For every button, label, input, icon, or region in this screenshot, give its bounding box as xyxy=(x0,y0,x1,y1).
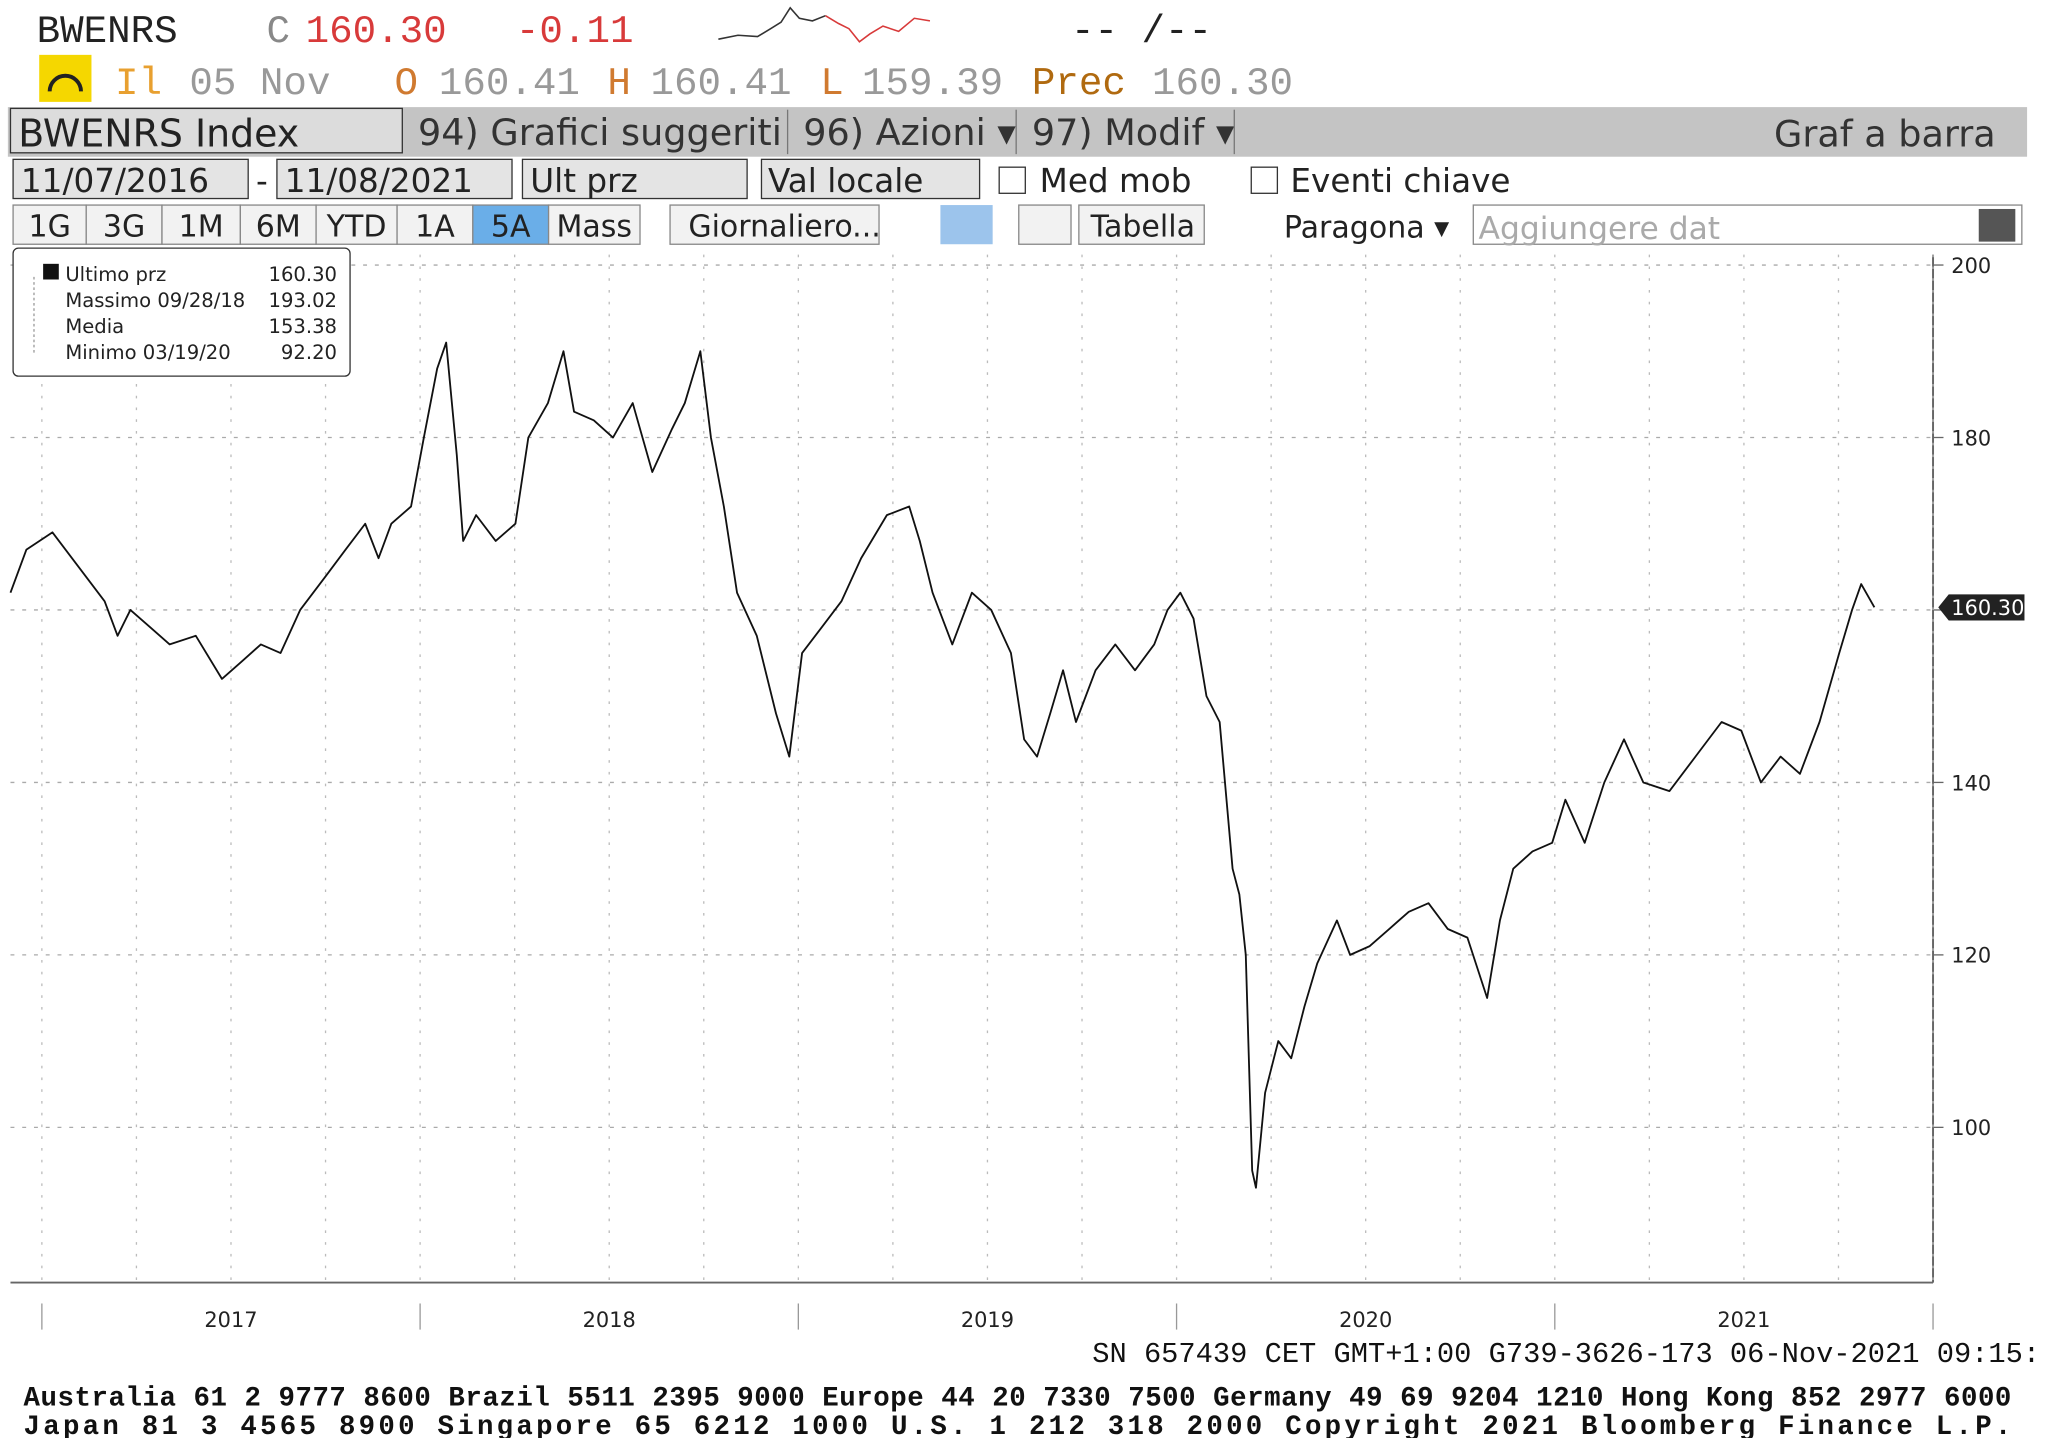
toggle-button[interactable] xyxy=(940,205,993,245)
period-button[interactable] xyxy=(472,204,550,245)
legend-value: 193.02 xyxy=(268,289,337,312)
prev: 160.30 xyxy=(1152,61,1293,106)
suggested-button[interactable]: 94) Grafici suggeriti xyxy=(418,111,782,154)
legend-value: 153.38 xyxy=(268,315,337,338)
low: 159.39 xyxy=(862,61,1003,106)
gauge-arc xyxy=(47,73,83,92)
actions-button[interactable]: 96) Azioni ▾ xyxy=(803,111,1016,154)
security-box[interactable] xyxy=(9,107,403,154)
chart-kind[interactable]: Graf a barra xyxy=(1774,112,1996,155)
dropdown[interactable] xyxy=(1018,204,1072,245)
security[interactable]: BWENRS Index xyxy=(18,111,299,155)
period-buttons: 1G 3G 1M 6M YTD 1A 5A Mass xyxy=(12,204,641,245)
legend-value: 92.20 xyxy=(281,341,337,364)
y-tick-label: 100 xyxy=(1951,1116,1991,1140)
open-label: O xyxy=(394,61,418,106)
sparkline xyxy=(718,6,826,40)
price: 160.30 xyxy=(306,9,447,54)
period-label[interactable]: 3G xyxy=(103,209,145,244)
legend-swatch xyxy=(43,263,59,280)
price-line xyxy=(9,341,1876,1189)
field-box[interactable] xyxy=(521,158,748,200)
end-date-box[interactable] xyxy=(276,158,513,200)
contacts-line: Australia 61 2 9777 8600 Brazil 5511 239… xyxy=(24,1383,2012,1414)
legend-label: Ultimo prz xyxy=(65,263,166,286)
last-price-tag xyxy=(1938,594,2025,621)
y-tick-label: 140 xyxy=(1951,771,1991,795)
x-tick-label: 2021 xyxy=(1717,1308,1770,1332)
table-button[interactable]: Tabella xyxy=(1090,209,1195,244)
legend-label: Massimo 09/28/18 xyxy=(65,289,245,312)
period-label[interactable]: YTD xyxy=(326,209,387,244)
date: 05 Nov xyxy=(189,61,330,106)
x-tick-label: 2018 xyxy=(583,1308,636,1332)
period-button[interactable] xyxy=(547,204,641,245)
start-date[interactable]: 11/07/2016 xyxy=(21,162,209,200)
x-tick-label: 2017 xyxy=(204,1308,257,1332)
period-label[interactable]: 1M xyxy=(179,209,224,244)
edit-button[interactable]: 97) Modif ▾ xyxy=(1032,111,1235,154)
frequency-box[interactable] xyxy=(669,204,880,245)
change: -0.11 xyxy=(516,9,634,54)
y-tick-label: 120 xyxy=(1951,944,1991,968)
high-label: H xyxy=(607,61,631,106)
compare-button[interactable]: Paragona ▾ xyxy=(1284,211,1449,246)
contacts-line: Japan 81 3 4565 8900 Singapore 65 6212 1… xyxy=(24,1412,2012,1438)
x-tick-label: 2019 xyxy=(961,1308,1014,1332)
legend-label: Minimo 03/19/20 xyxy=(65,341,230,364)
legend-label: Media xyxy=(65,315,124,338)
chart: 1001201401601802002017201820192020202116… xyxy=(9,247,2025,1332)
x-tick-label: 2020 xyxy=(1339,1308,1392,1332)
high: 160.41 xyxy=(650,61,791,106)
period-label[interactable]: 1G xyxy=(28,209,70,244)
currency-box[interactable] xyxy=(760,158,981,200)
add-data-box[interactable] xyxy=(1472,204,2023,245)
bid-ask: -- /-- xyxy=(1071,9,1212,54)
toolbar: BWENRS Index 94) Grafici suggeriti 96) A… xyxy=(7,107,2028,247)
period-button[interactable] xyxy=(315,204,398,245)
end-date[interactable]: 11/08/2021 xyxy=(285,162,473,200)
session: Il xyxy=(115,61,162,106)
y-tick-label: 180 xyxy=(1951,426,1991,450)
period-button[interactable] xyxy=(12,204,87,245)
close-label: C xyxy=(266,9,290,54)
footer: SN 657439 CET GMT+1:00 G739-3626-173 06-… xyxy=(24,1338,2041,1438)
checkbox[interactable] xyxy=(998,166,1026,194)
currency[interactable]: Val locale xyxy=(768,162,923,200)
date-sep: - xyxy=(256,162,268,200)
header: BWENRS C 160.30 -0.11 -- /-- Il 05 Nov O… xyxy=(37,6,1293,106)
sparkline-down xyxy=(825,15,931,43)
field[interactable]: Ult prz xyxy=(530,162,637,200)
period-label[interactable]: 1A xyxy=(415,209,455,244)
last-price-label: 160.30 xyxy=(1951,596,2024,620)
start-date-box[interactable] xyxy=(12,158,249,200)
checkbox[interactable] xyxy=(1250,166,1279,194)
low-label: L xyxy=(820,61,844,106)
period-label[interactable]: 5A xyxy=(491,209,531,244)
frequency[interactable]: Giornaliero... xyxy=(688,209,880,244)
legend-box xyxy=(12,247,351,377)
key-events[interactable]: Eventi chiave xyxy=(1290,162,1510,200)
period-label[interactable]: Mass xyxy=(557,209,633,244)
gauge-icon[interactable] xyxy=(39,54,92,102)
add-data[interactable]: Aggiungere dat xyxy=(1479,211,1721,247)
status-line: SN 657439 CET GMT+1:00 G739-3626-173 06-… xyxy=(1092,1338,2040,1371)
open: 160.41 xyxy=(439,61,580,106)
legend-value: 160.30 xyxy=(268,263,337,286)
table-box[interactable] xyxy=(1078,204,1205,245)
ticker: BWENRS xyxy=(37,9,178,54)
y-tick-label: 200 xyxy=(1951,254,1991,278)
menu-button[interactable] xyxy=(1978,208,2016,242)
moving-avg[interactable]: Med mob xyxy=(1040,162,1192,200)
period-button[interactable] xyxy=(239,204,317,245)
period-label[interactable]: 6M xyxy=(256,209,301,244)
period-button[interactable] xyxy=(161,204,242,245)
prev-label: Prec xyxy=(1032,61,1126,106)
